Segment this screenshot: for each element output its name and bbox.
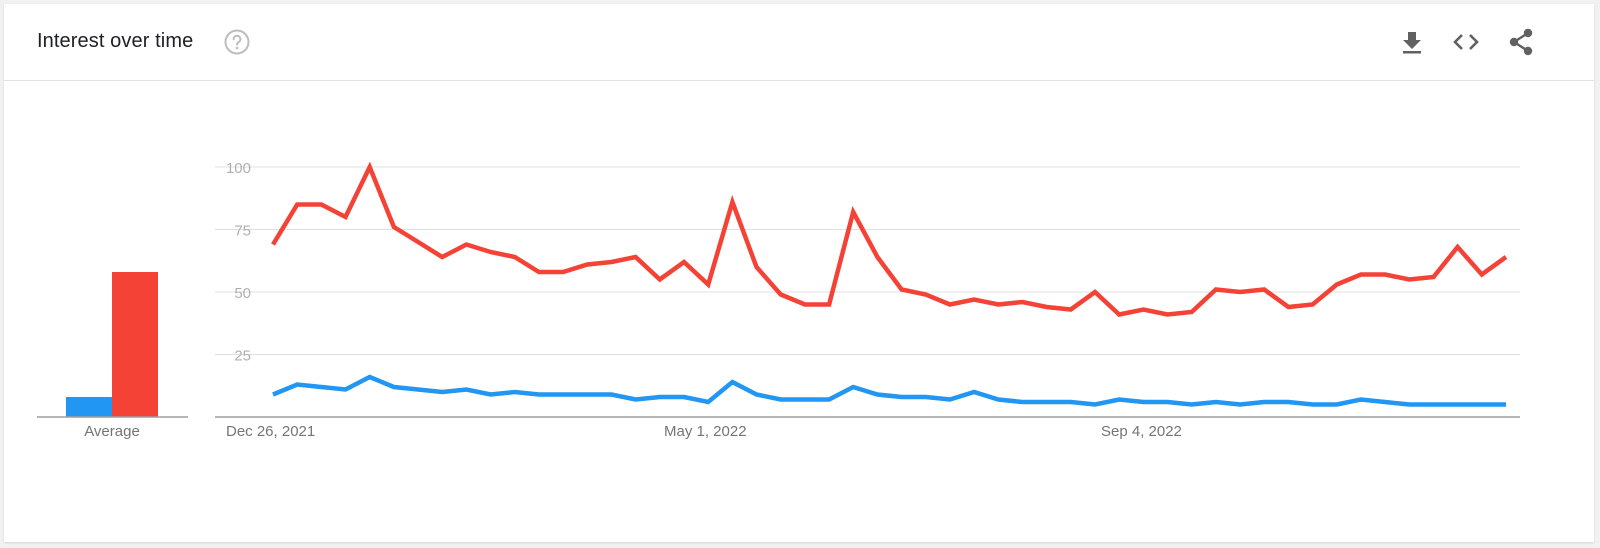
share-icon[interactable]: [1507, 28, 1535, 56]
download-icon[interactable]: [1398, 28, 1426, 56]
embed-code-icon[interactable]: [1452, 28, 1480, 56]
card-title: Interest over time: [37, 30, 194, 52]
x-tick-label: Sep 4, 2022: [1101, 423, 1182, 440]
series-line-red: [271, 161, 1508, 317]
x-axis-ticks: Dec 26, 2021 May 1, 2022 Sep 4, 2022: [226, 423, 1182, 440]
card-header: Interest over time: [4, 4, 1594, 81]
interest-chart: 100 75 50 25 Average Dec 26, 2021 May 1, 202…: [37, 160, 1520, 440]
y-tick-label: 25: [234, 348, 251, 365]
y-tick-label: 50: [234, 285, 251, 302]
average-bar-red: [112, 272, 158, 417]
average-bars: [66, 272, 158, 417]
x-tick-label: May 1, 2022: [664, 423, 747, 440]
average-label: Average: [84, 423, 140, 440]
grid-lines: [215, 166, 1520, 355]
interest-over-time-card: Interest over time 100 75 50 25 Average: [4, 4, 1594, 542]
y-tick-label: 75: [234, 223, 251, 240]
help-circle-icon[interactable]: [224, 29, 250, 55]
y-axis-ticks: 100 75 50 25: [226, 160, 251, 365]
x-tick-label: Dec 26, 2021: [226, 423, 315, 440]
series-line-blue: [272, 374, 1506, 407]
series-lines: [271, 161, 1508, 407]
y-tick-label: 100: [226, 160, 251, 177]
average-bar-blue: [66, 397, 112, 417]
